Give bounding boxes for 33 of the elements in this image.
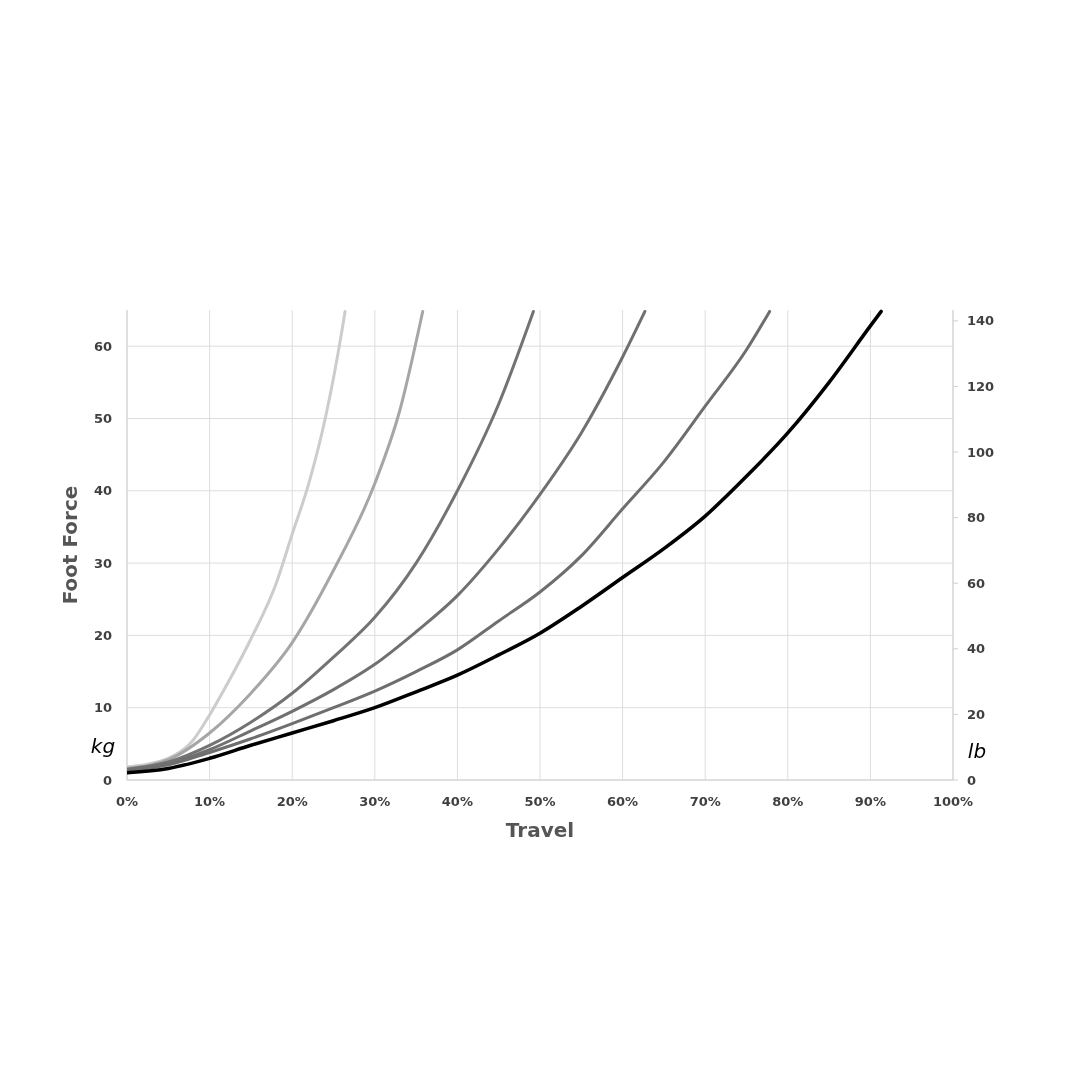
- y2-tick-label: 100: [967, 444, 995, 460]
- line-series: [127, 309, 772, 773]
- x-axis-title: Travel: [505, 818, 575, 842]
- x-tick-label: 40%: [441, 794, 473, 809]
- x-tick-label: 70%: [689, 794, 721, 809]
- y2-tick-label: 140: [967, 313, 995, 329]
- y-tick-label: 40: [93, 483, 112, 499]
- x-tick-label: 10%: [194, 794, 226, 809]
- y-tick-label: 50: [93, 411, 112, 427]
- x-tick-label: 20%: [276, 794, 308, 809]
- y2-tick-label: 120: [967, 378, 995, 394]
- y-tick-label: 20: [93, 627, 112, 643]
- y2-tick-label: 20: [967, 706, 986, 722]
- y-tick-label: 0: [102, 772, 112, 788]
- y2-axis-title: lb: [967, 739, 987, 763]
- y-tick-label: 30: [93, 555, 112, 571]
- x-tick-label: 80%: [772, 794, 804, 809]
- x-tick-label: 60%: [607, 794, 639, 809]
- x-tick-label: 90%: [854, 794, 886, 809]
- y2-tick-label: 40: [967, 641, 986, 657]
- x-tick-label: 30%: [359, 794, 391, 809]
- y2-tick-label: 0: [967, 772, 977, 788]
- x-tick-label: 100%: [932, 794, 974, 809]
- text: kg: [90, 734, 116, 758]
- line-series: [127, 309, 425, 770]
- line-series: [127, 309, 883, 775]
- y-tick-label: 60: [93, 338, 112, 354]
- y2-tick-label: 60: [967, 575, 986, 591]
- y2-tick-label: 80: [967, 510, 986, 526]
- y-axis-title: Foot Force: [58, 485, 82, 605]
- x-tick-label: 0%: [115, 794, 139, 809]
- x-tick-label: 50%: [524, 794, 556, 809]
- y-tick-label: 10: [93, 700, 112, 716]
